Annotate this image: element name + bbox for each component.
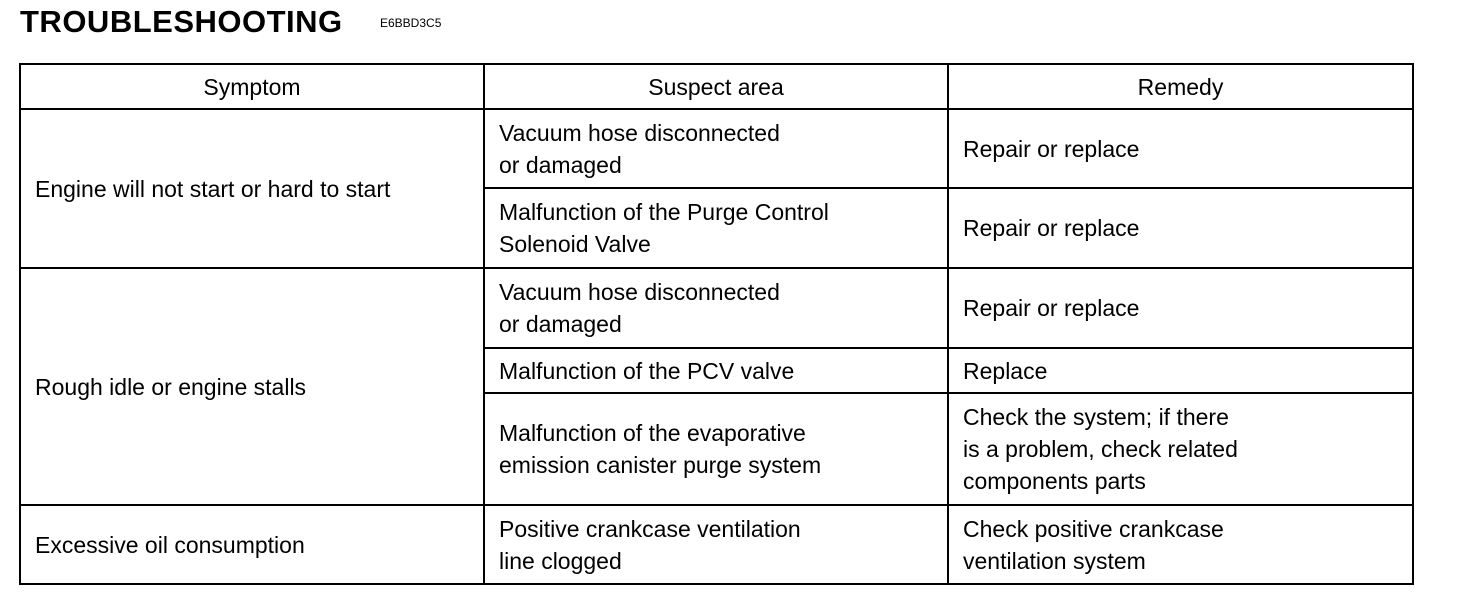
remedy-line: Repair or replace: [963, 135, 1140, 162]
remedy-line: is a problem, check related: [963, 436, 1238, 462]
table-row: Engine will not start or hard to start Va…: [19, 108, 1414, 269]
suspect-line: Malfunction of the evaporative: [499, 420, 806, 446]
suspect-line: Malfunction of the PCV valve: [499, 357, 795, 384]
remedy-line: Check positive crankcase: [963, 515, 1224, 542]
suspect-cell: Malfunction of the evaporative emission c…: [483, 392, 949, 506]
symptom-cell: Engine will not start or hard to start: [19, 108, 485, 269]
suspect-cell: Vacuum hose disconnected or damaged: [483, 108, 949, 189]
remedy-cell: Check positive crankcase ventilation syst…: [947, 504, 1414, 585]
remedy-cell: Repair or replace: [947, 267, 1414, 349]
remedy-line: ventilation system: [963, 547, 1146, 574]
remedy-cell: Repair or replace: [947, 187, 1414, 269]
header-suspect-area: Suspect area: [483, 63, 949, 110]
table-row: Malfunction of the evaporative emission c…: [20, 392, 1414, 506]
suspect-cell: Vacuum hose disconnected or damaged: [483, 267, 949, 349]
suspect-line: emission canister purge system: [499, 452, 822, 478]
header-remedy: Remedy: [947, 63, 1414, 110]
remedy-cell: Check the system; if there is a problem, …: [947, 392, 1414, 506]
table-header-row: Symptom Suspect area Remedy: [19, 63, 1414, 110]
suspect-line: Vacuum hose disconnected: [499, 279, 780, 305]
suspect-line: Solenoid Valve: [499, 231, 651, 257]
suspect-line: Positive crankcase ventilation: [499, 515, 801, 542]
remedy-cell: Repair or replace: [947, 108, 1414, 189]
remedy-line: Check the system; if there: [963, 404, 1229, 430]
page-title: TROUBLESHOOTING: [20, 4, 343, 39]
table-row: Malfunction of the Purge Control Solenoid…: [20, 187, 1414, 269]
suspect-line: or damaged: [499, 151, 622, 178]
header-symptom: Symptom: [19, 63, 485, 110]
symptom-cell: Excessive oil consumption: [19, 504, 485, 585]
remedy-cell: Replace: [947, 347, 1414, 394]
table-row: Malfunction of the PCV valve Replace: [20, 347, 1414, 394]
remedy-line: Repair or replace: [963, 295, 1140, 321]
suspect-cell: Malfunction of the Purge Control Solenoid…: [483, 187, 949, 269]
suspect-cell: Malfunction of the PCV valve: [483, 347, 949, 394]
suspect-line: line clogged: [499, 547, 622, 574]
suspect-line: or damaged: [499, 311, 622, 337]
troubleshooting-table: Symptom Suspect area Remedy Engine will …: [19, 63, 1414, 585]
table-row: Excessive oil consumption Positive crankc…: [19, 504, 1414, 585]
remedy-line: Replace: [963, 357, 1048, 384]
suspect-cell: Positive crankcase ventilation line clogg…: [483, 504, 949, 585]
remedy-line: components parts: [963, 468, 1146, 494]
table-row: Rough idle or engine stalls Vacuum hose d…: [19, 267, 1414, 506]
suspect-line: Vacuum hose disconnected: [499, 119, 780, 146]
symptom-cell: Rough idle or engine stalls: [19, 267, 485, 506]
suspect-line: Malfunction of the Purge Control: [499, 199, 829, 225]
document-code: E6BBD3C5: [380, 16, 442, 30]
remedy-line: Repair or replace: [963, 215, 1140, 241]
